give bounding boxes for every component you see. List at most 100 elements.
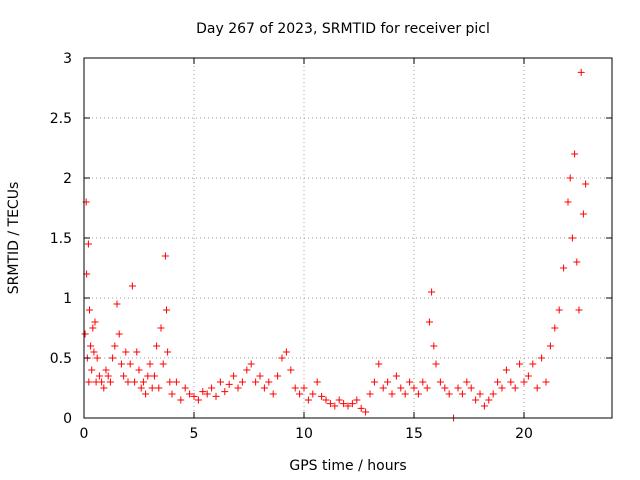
x-tick-label: 5 [190,426,199,442]
x-tick-label: 20 [515,426,533,442]
data-point [388,390,396,398]
data-point [113,300,121,308]
data-point [109,354,117,362]
data-point [571,150,579,158]
data-point [331,402,339,410]
data-point [98,378,106,386]
data-point [177,396,185,404]
y-tick-label: 2.5 [50,111,72,127]
data-point [538,354,546,362]
data-point [168,390,176,398]
data-point [90,348,98,356]
data-point [370,378,378,386]
data-point [166,378,174,386]
y-tick-label: 0 [63,411,72,427]
x-axis-label: GPS time / hours [289,458,406,474]
data-point [502,366,510,374]
data-point [131,378,139,386]
data-point [150,372,158,380]
data-point [148,384,156,392]
data-point [124,378,132,386]
data-point [274,372,282,380]
data-point [84,240,92,248]
data-point [203,390,211,398]
data-point [480,402,488,410]
data-point [190,392,198,400]
data-point [494,378,502,386]
data-point [309,390,317,398]
data-point [106,378,114,386]
data-point [172,378,180,386]
data-point [472,396,480,404]
data-point [397,384,405,392]
data-point [128,282,136,290]
y-tick-label: 2 [63,171,72,187]
data-point [155,384,163,392]
data-point [216,378,224,386]
data-point [425,318,433,326]
data-point [260,384,268,392]
data-point [111,342,119,350]
y-tick-label: 0.5 [50,351,72,367]
data-point [401,390,409,398]
data-point [511,384,519,392]
data-point [579,210,587,218]
data-point [432,360,440,368]
data-points [81,68,590,422]
data-point [144,372,152,380]
chart-title: Day 267 of 2023, SRMTID for receiver pic… [196,21,490,37]
data-point [313,378,321,386]
data-point [230,372,238,380]
data-point [564,198,572,206]
data-point [221,388,229,396]
data-point [498,384,506,392]
data-point [423,384,431,392]
data-point [164,348,172,356]
y-axis-label: SRMTID / TECUs [6,182,22,295]
data-point [533,384,541,392]
data-point [516,360,524,368]
data-point [159,360,167,368]
data-point [296,390,304,398]
data-point [529,360,537,368]
grid [84,58,612,418]
data-point [419,378,427,386]
data-point [282,348,290,356]
data-point [181,384,189,392]
data-point [252,378,260,386]
data-point [582,180,590,188]
data-point [577,68,585,76]
data-point [344,402,352,410]
data-point [410,384,418,392]
data-point [269,390,277,398]
data-point [247,360,255,368]
data-point [133,348,141,356]
data-point [115,330,123,338]
data-point [304,396,312,404]
data-point [318,392,326,400]
data-point [208,384,216,392]
data-point [86,306,93,314]
data-point [278,354,286,362]
data-point [137,384,145,392]
data-point [357,404,365,412]
data-point [225,380,233,388]
data-point [139,378,147,386]
data-point [186,390,194,398]
data-point [157,324,165,332]
data-point [194,396,202,404]
data-point [81,330,89,338]
data-point [430,342,438,350]
x-tick-label: 0 [80,426,89,442]
data-point [199,388,207,396]
data-point [445,390,453,398]
data-point [265,378,273,386]
data-point [91,318,99,326]
data-point [362,408,370,416]
data-point [120,372,128,380]
data-point [243,366,251,374]
data-point [340,400,348,408]
data-point [375,360,383,368]
data-point [507,378,515,386]
